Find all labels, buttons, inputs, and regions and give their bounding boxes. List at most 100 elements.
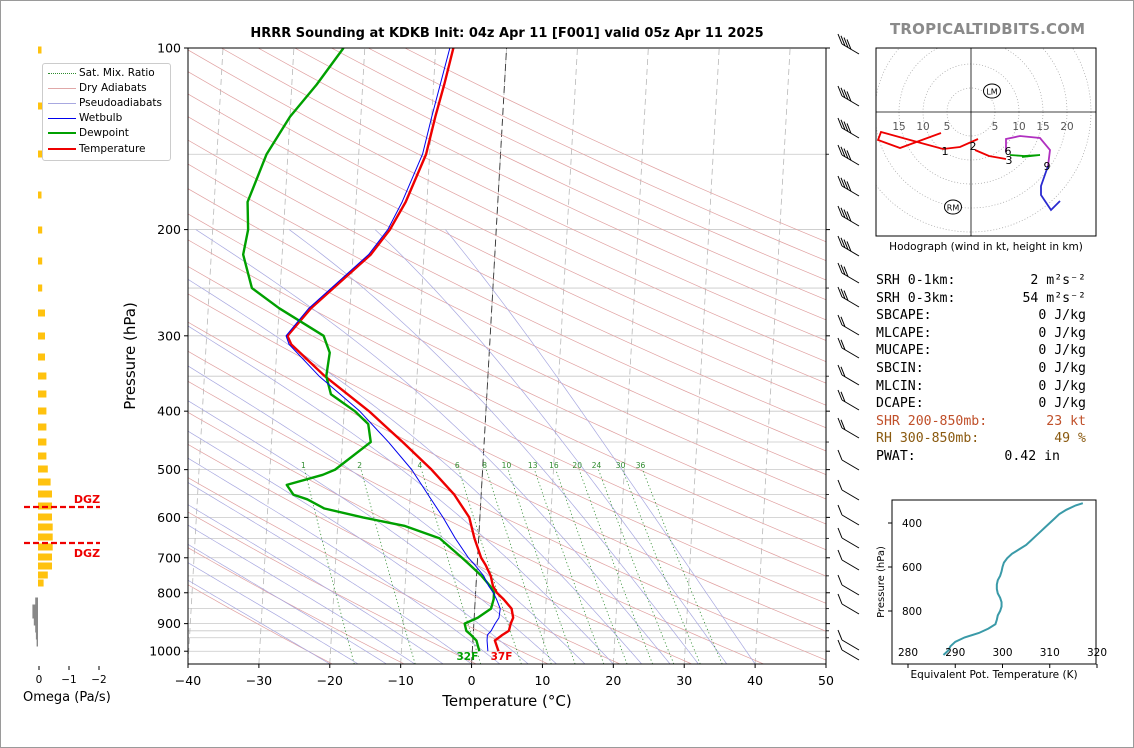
omega-bar [35, 632, 38, 640]
barb-flag [843, 89, 849, 100]
hodograph: 15 10 5 5 10 15 20 1 2 36 9 LM RM [875, 47, 1097, 237]
dry-adiabat [188, 213, 826, 525]
chart-legend: Sat. Mix. Ratio Dry Adiabats Pseudoadiab… [42, 63, 171, 161]
stat-label: SBCIN: [876, 360, 924, 376]
omega-bar [38, 490, 52, 498]
stat-value: 0 J/kg [1038, 343, 1086, 359]
omega-bar [33, 618, 38, 626]
skewt-plot-area: 1 2 4 6 8 10 13 16 20 24 30 36 [188, 48, 826, 664]
y-tick-label: 700 [157, 550, 181, 565]
omega-bar [38, 513, 52, 521]
wind-barb [837, 574, 860, 596]
omega-bar [38, 571, 48, 579]
barb-flag [837, 629, 843, 641]
moist-adiabat [188, 457, 501, 664]
dry-adiabat [188, 411, 692, 664]
wind-barb [837, 479, 860, 501]
isotherm [542, 48, 578, 664]
barb-flag [837, 286, 843, 298]
dry-adiabat [221, 48, 826, 341]
hodograph-height-label: 6 [1005, 145, 1012, 158]
stat-row: RH 300-850mb: 49 % [876, 430, 1086, 448]
legend-label: Wetbulb [79, 112, 123, 124]
barb-flag [837, 639, 843, 651]
legend-label: Sat. Mix. Ratio [79, 67, 155, 79]
wind-barb [837, 175, 860, 197]
moist-adiabat [195, 229, 671, 664]
omega-bar [35, 597, 38, 605]
stat-row: SHR 200-850mb: 23 kt [876, 413, 1086, 431]
mixing-ratio-label: 10 [502, 461, 512, 470]
omega-bar [38, 150, 45, 158]
theta-e-y-tick-label: 600 [902, 562, 922, 574]
hodograph-trace [1005, 135, 1051, 167]
stat-label: SRH 0-1km: [876, 273, 956, 288]
moist-adiabat [445, 229, 756, 664]
chart-title: HRRR Sounding at KDKB Init: 04z Apr 11 [… [250, 26, 764, 41]
stat-row: SRH 0-3km: 54 m²s⁻² [876, 290, 1086, 308]
barb-shaft [841, 514, 860, 526]
wind-barb [837, 364, 860, 386]
wind-barb [837, 235, 860, 257]
barb-flag [837, 449, 843, 461]
omega-bar [38, 553, 52, 561]
stat-value: 0 J/kg [1038, 396, 1086, 412]
dry-adiabat [188, 380, 764, 664]
omega-bar [38, 465, 48, 473]
barb-flag [837, 175, 843, 187]
hodograph-trace [974, 149, 1007, 160]
omega-bar [38, 407, 47, 415]
moist-adiabat [188, 543, 387, 664]
mixing-ratio-label: 6 [455, 461, 460, 470]
mixing-ratio-label: 4 [418, 461, 423, 470]
dewpoint-profile [241, 48, 496, 652]
omega-bar [38, 353, 45, 361]
stat-label: SHR 200-850mb: [876, 413, 988, 429]
omega-bar [38, 284, 43, 292]
dry-adiabat [188, 188, 826, 500]
wind-barb [837, 389, 860, 411]
stat-label: PWAT: [876, 448, 916, 464]
barb-flag [837, 33, 843, 45]
dgz-bottom-label: DGZ [74, 547, 100, 560]
hodograph-height-label: 9 [1044, 160, 1051, 173]
legend-label: Dry Adiabats [79, 82, 147, 94]
barb-flag [840, 316, 846, 327]
stat-value: 0 J/kg [1038, 378, 1086, 394]
barb-flag [837, 235, 843, 247]
y-tick-label: 400 [157, 404, 181, 419]
barb-flag [840, 207, 846, 218]
dry-adiabat [188, 293, 826, 604]
hodograph-height-label: 2 [970, 140, 977, 153]
omega-bar [38, 579, 44, 587]
stat-label: RH 300-850mb: [876, 431, 980, 447]
x-tick-label: −10 [387, 673, 413, 688]
barb-shaft [841, 649, 860, 661]
dry-adiabat [188, 443, 621, 664]
barb-flag [846, 211, 852, 222]
isotherm [400, 48, 437, 664]
wind-barb [837, 549, 860, 571]
theta-e-frame [891, 499, 1097, 665]
x-tick-label: 10 [534, 673, 550, 688]
isotherm [683, 48, 720, 664]
barb-flag [846, 181, 852, 192]
omega-bar [38, 332, 45, 340]
mixing-ratio-label: 1 [301, 461, 306, 470]
dry-adiabat [294, 48, 826, 301]
dry-adiabat [188, 511, 477, 664]
barb-flag [843, 37, 849, 48]
omega-bar [38, 478, 51, 486]
wind-barb [837, 85, 860, 107]
hodograph-frame [875, 47, 1097, 237]
stat-row: SBCIN: 0 J/kg [876, 360, 1086, 378]
barb-flag [837, 504, 843, 516]
barb-flag [843, 121, 849, 132]
moist-adiabat [374, 229, 728, 664]
barb-flag [837, 314, 843, 326]
hodograph-ring-label: 5 [944, 121, 951, 133]
barb-flag [846, 91, 852, 102]
x-tick-label: −40 [175, 673, 201, 688]
dgz-top-label: DGZ [74, 493, 100, 506]
